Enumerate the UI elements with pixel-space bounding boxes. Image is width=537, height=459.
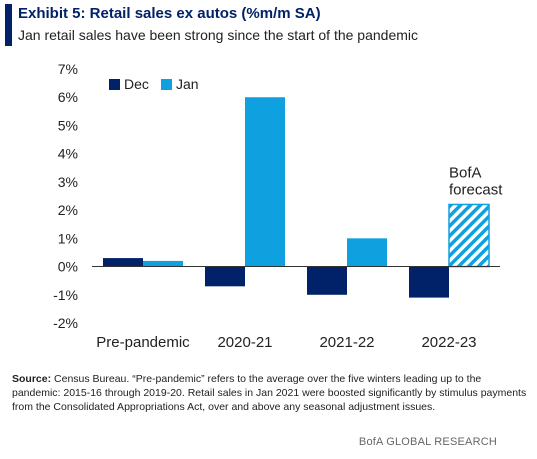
bar-jan-2021-22: [347, 238, 387, 267]
y-tick-label: 6%: [58, 89, 78, 105]
bar-jan-pre-pandemic: [143, 260, 183, 267]
x-category-label: Pre-pandemic: [96, 334, 190, 351]
bar-dec-2022-23: [409, 266, 449, 298]
x-category-label: 2020-21: [217, 334, 272, 351]
chart-subtitle: Jan retail sales have been strong since …: [18, 27, 419, 43]
bar-jan-2020-21: [245, 97, 285, 267]
brand-footer: BofA GLOBAL RESEARCH: [358, 436, 497, 448]
source-note: Source: Census Bureau. “Pre-pandemic” re…: [12, 372, 527, 414]
legend-label-jan: Jan: [176, 76, 199, 92]
bar-chart: 7% 6% 5% 4% 3% 2% 1% 0% -1% -2% Pre-pandemic 2020-…: [53, 61, 503, 351]
y-tick-label: 4%: [58, 146, 78, 162]
bar-dec-2020-21: [205, 266, 245, 287]
x-category-label: 2022-23: [421, 334, 476, 351]
forecast-annotation: forecast: [449, 181, 503, 198]
bar-dec-2021-22: [307, 266, 347, 295]
y-tick-label: 3%: [58, 174, 78, 190]
legend-swatch-dec: [109, 79, 120, 90]
x-category-label: 2021-22: [319, 334, 374, 351]
y-tick-label: 5%: [58, 117, 78, 133]
bar-dec-pre-pandemic: [103, 258, 143, 267]
legend-swatch-jan: [161, 79, 172, 90]
y-tick-label: -1%: [53, 287, 78, 303]
source-label: Source:: [12, 373, 52, 385]
y-tick-label: 1%: [58, 230, 78, 246]
y-tick-label: 2%: [58, 202, 78, 218]
legend-label-dec: Dec: [124, 76, 149, 92]
forecast-annotation: BofA: [449, 164, 482, 181]
bar-jan-2022-23: [448, 203, 490, 268]
y-tick-label: 0%: [58, 259, 78, 275]
source-text: Census Bureau. “Pre-pandemic” refers to …: [12, 373, 527, 413]
title-accent-bar: [5, 4, 12, 46]
chart-title: Exhibit 5: Retail sales ex autos (%m/m S…: [18, 5, 321, 22]
y-tick-label: -2%: [53, 315, 78, 331]
y-tick-label: 7%: [58, 61, 78, 77]
